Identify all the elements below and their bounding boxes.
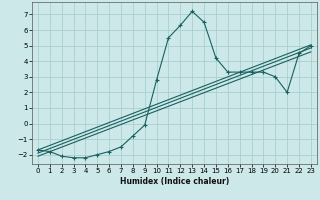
X-axis label: Humidex (Indice chaleur): Humidex (Indice chaleur) bbox=[120, 177, 229, 186]
